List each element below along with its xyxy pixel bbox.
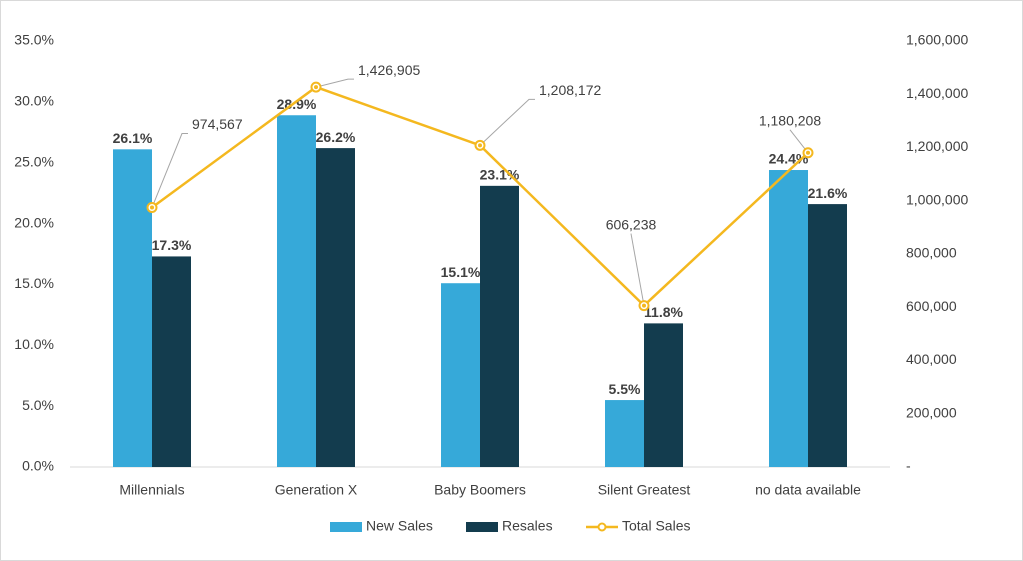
line-value-label: 1,180,208	[759, 112, 821, 128]
bar-value-label: 23.1%	[480, 167, 520, 183]
leader-line	[630, 233, 645, 306]
bar-value-label: 26.1%	[113, 130, 153, 146]
y2-tick-label: 600,000	[906, 298, 957, 314]
bar-value-label: 17.3%	[152, 237, 192, 253]
line-marker-dot	[314, 85, 318, 90]
bar	[277, 115, 316, 467]
y2-tick-label: 200,000	[906, 404, 957, 420]
bar-value-label: 26.2%	[316, 129, 356, 145]
y2-tick-label: 1,200,000	[906, 138, 968, 154]
x-tick-label: Baby Boomers	[434, 482, 526, 498]
bar	[605, 400, 644, 467]
leader-line	[151, 133, 188, 208]
y2-tick-label: 400,000	[906, 351, 957, 367]
y2-tick-label: 1,600,000	[906, 32, 968, 48]
bar	[769, 170, 808, 467]
bar-value-label: 15.1%	[441, 264, 481, 280]
y2-tick-label: 800,000	[906, 245, 957, 261]
y-tick-label: 10.0%	[14, 336, 54, 352]
bar-value-label: 28.9%	[277, 96, 317, 112]
y2-tick-label: 1,400,000	[906, 85, 968, 101]
line-value-label: 974,567	[192, 116, 243, 132]
x-tick-label: Generation X	[275, 482, 358, 498]
line-value-label: 1,426,905	[358, 62, 420, 78]
y2-tick-label: 1,000,000	[906, 191, 968, 207]
line-marker-dot	[478, 143, 482, 148]
bar	[480, 185, 519, 467]
y-tick-label: 15.0%	[14, 275, 54, 291]
line-marker-dot	[150, 205, 154, 210]
x-tick-label: no data available	[755, 482, 861, 498]
legend-swatch	[466, 522, 498, 532]
bar	[113, 149, 152, 467]
bar-value-label: 21.6%	[808, 185, 848, 201]
leader-line	[479, 98, 535, 146]
bar	[808, 204, 847, 467]
legend-label: New Sales	[366, 518, 433, 534]
bar	[441, 283, 480, 467]
line-marker-dot	[806, 150, 810, 155]
bar	[152, 256, 191, 467]
bar	[316, 148, 355, 467]
y-tick-label: 0.0%	[22, 458, 54, 474]
line-value-label: 606,238	[606, 216, 657, 232]
y-tick-label: 20.0%	[14, 214, 54, 230]
legend-label: Resales	[502, 518, 553, 534]
legend-marker	[597, 522, 607, 532]
y2-tick-label: -	[906, 458, 911, 474]
y-tick-label: 25.0%	[14, 153, 54, 169]
bar-value-label: 5.5%	[609, 381, 641, 397]
legend-swatch	[330, 522, 362, 532]
leader-line	[315, 78, 354, 88]
y-tick-label: 5.0%	[22, 397, 54, 413]
x-tick-label: Silent Greatest	[598, 482, 691, 498]
line-marker-dot	[642, 303, 646, 308]
y-tick-label: 30.0%	[14, 93, 54, 109]
line-value-label: 1,208,172	[539, 82, 601, 98]
bar	[644, 323, 683, 467]
bar-value-label: 11.8%	[644, 304, 683, 320]
y-tick-label: 35.0%	[14, 32, 54, 48]
x-tick-label: Millennials	[119, 482, 184, 498]
legend-label: Total Sales	[622, 518, 690, 534]
